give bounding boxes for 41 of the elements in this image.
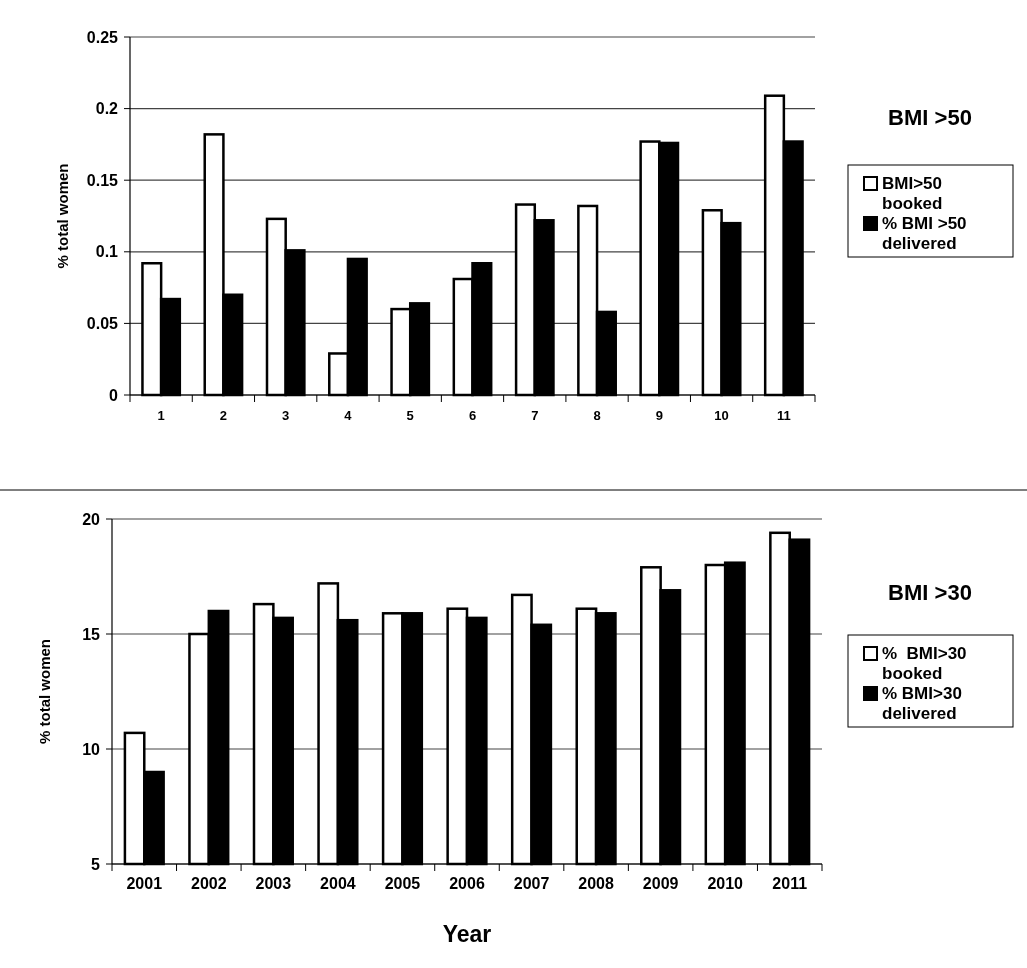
x-tick-label: 2004: [320, 875, 356, 892]
x-tick-label: 2005: [384, 875, 421, 892]
x-tick-label: 9: [655, 408, 663, 423]
x-tick-label: 2: [219, 408, 228, 423]
y-axis-title: % total women: [36, 638, 53, 745]
x-tick-label: 10: [714, 408, 729, 423]
legend-label: % BMI >50 delivered: [882, 214, 967, 253]
text: BMI >30: [888, 580, 972, 605]
x-tick-label: 2001: [126, 875, 163, 892]
x-tick-label: 3: [282, 408, 290, 423]
x-tick-label: 7: [531, 408, 539, 423]
x-tick-label: 8: [593, 408, 601, 423]
x-tick-label: 6: [468, 408, 477, 423]
legend-label: % BMI>30 booked: [882, 644, 967, 683]
y-tick-label: 0.15: [86, 171, 119, 189]
x-tick-label: 2006: [449, 875, 485, 892]
y-axis-title: % total women: [54, 163, 71, 269]
y-tick-label: 10: [82, 740, 101, 758]
y-tick-label: 0: [109, 386, 119, 404]
x-tick-label: 1: [157, 408, 165, 423]
text: BMI >50: [888, 105, 972, 130]
x-tick-label: 2003: [255, 875, 292, 892]
x-tick-label: 2008: [578, 875, 614, 892]
x-tick-label: 4: [344, 408, 353, 423]
y-tick-label: 0.25: [86, 28, 119, 46]
y-tick-label: 5: [91, 855, 101, 873]
x-tick-label: 2007: [513, 875, 550, 892]
x-tick-label: 2009: [642, 875, 679, 892]
y-tick-label: 20: [82, 510, 101, 528]
legend-label: % BMI>30 delivered: [882, 684, 962, 723]
y-tick-label: 15: [82, 625, 101, 643]
x-tick-label: 2011: [772, 875, 808, 892]
y-tick-label: 0.1: [95, 243, 119, 261]
y-tick-label: 0.2: [95, 100, 119, 118]
y-tick-label: 0.05: [86, 315, 119, 332]
legend-label: BMI>50 booked: [882, 174, 943, 213]
x-tick-label: 2002: [191, 875, 227, 892]
x-tick-label: 2010: [707, 875, 744, 892]
x-axis-title: Year: [442, 921, 492, 947]
x-tick-label: 11: [776, 408, 791, 423]
x-tick-label: 5: [406, 408, 414, 423]
